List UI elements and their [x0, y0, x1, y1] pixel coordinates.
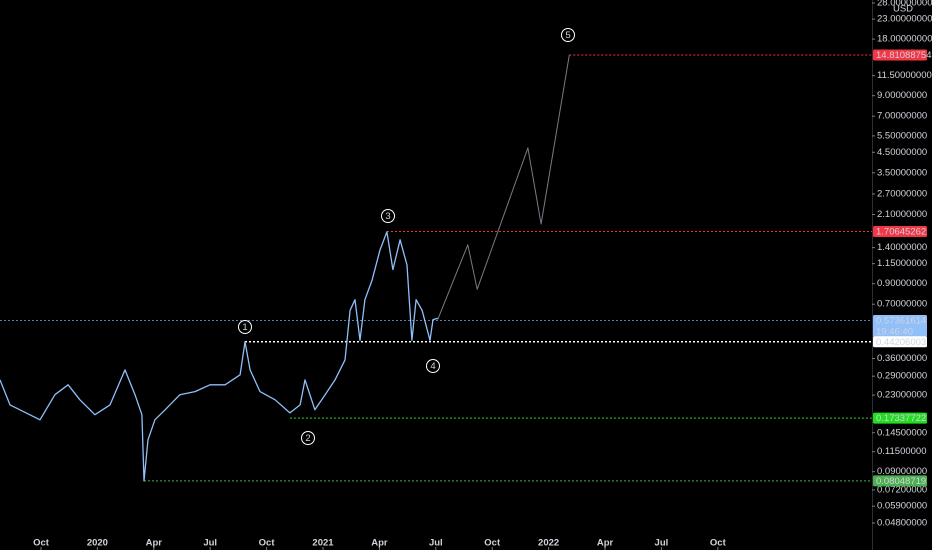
- x-tick-label: Apr: [371, 538, 388, 549]
- x-tick-label: Jul: [429, 538, 443, 549]
- wave-label: 4: [430, 361, 435, 372]
- y-tick-label: 11.50000000: [877, 70, 932, 81]
- x-tick-label: Apr: [146, 538, 163, 549]
- price-badge-label: 0.08048719: [876, 476, 926, 487]
- wave-marker: [381, 209, 395, 223]
- price-badge-label: 0.44206003: [876, 337, 926, 348]
- price-badge-label: 0.17337722: [876, 413, 926, 424]
- price-badge: [873, 412, 927, 424]
- x-tick-label: 2021: [312, 538, 334, 549]
- y-tick-label: 1.15000000: [877, 258, 927, 269]
- x-tick-label: Oct: [710, 538, 727, 549]
- wave-label: 1: [242, 322, 247, 333]
- y-tick-label: 0.05900000: [877, 501, 927, 512]
- y-tick-label: 0.14500000: [877, 427, 927, 438]
- countdown-label: 19:46:40: [876, 326, 913, 337]
- y-tick-label: 0.07200000: [877, 484, 927, 495]
- x-tick-label: Oct: [484, 538, 501, 549]
- y-tick-label: 9.00000000: [877, 90, 927, 101]
- projection-line: [437, 54, 570, 320]
- y-tick-label: 4.50000000: [877, 147, 927, 158]
- y-tick-label: 18.00000000: [877, 34, 932, 45]
- x-tick-label: 2020: [87, 538, 108, 549]
- wave-label: 3: [385, 211, 390, 222]
- x-tick-label: Oct: [259, 538, 276, 549]
- y-tick-label: 7.00000000: [877, 111, 927, 122]
- price-badge-label: 0.57361614: [876, 315, 926, 326]
- price-badge: [873, 336, 927, 348]
- wave-marker: [301, 431, 315, 445]
- wave-marker: [238, 320, 252, 334]
- x-tick-label: Jul: [655, 538, 669, 549]
- y-tick-label: 0.70000000: [877, 299, 927, 310]
- y-tick-label: 0.90000000: [877, 278, 927, 289]
- y-tick-label: 0.11500000: [877, 446, 927, 457]
- wave-label: 2: [305, 433, 310, 444]
- y-tick-label: 3.50000000: [877, 167, 927, 178]
- y-tick-label: 0.29000000: [877, 371, 927, 382]
- price-badge: [873, 475, 927, 487]
- x-tick-label: Oct: [33, 538, 50, 549]
- x-tick-label: 2022: [538, 538, 559, 549]
- y-tick-label: 23.00000000: [877, 14, 932, 25]
- price-badge: [873, 49, 927, 61]
- y-tick-label: 2.70000000: [877, 189, 927, 200]
- y-tick-label: 0.36000000: [877, 353, 927, 364]
- price-line: [0, 231, 439, 482]
- x-tick-label: Jul: [203, 538, 217, 549]
- y-tick-label: 1.40000000: [877, 242, 927, 253]
- y-tick-label: 0.04800000: [877, 518, 927, 529]
- y-tick-label: 5.50000000: [877, 130, 927, 141]
- wave-marker: [426, 359, 440, 373]
- currency-label: USD: [893, 4, 913, 15]
- price-badge: [873, 225, 927, 237]
- y-tick-label: 28.00000000: [877, 0, 932, 9]
- wave-marker: [561, 28, 575, 42]
- x-tick-label: Apr: [597, 538, 614, 549]
- y-tick-label: 0.09000000: [877, 466, 927, 477]
- wave-label: 5: [565, 30, 570, 41]
- y-tick-label: 2.10000000: [877, 209, 927, 220]
- price-badge: [873, 314, 927, 337]
- price-badge-label: 14.81088754: [876, 50, 931, 61]
- price-badge-label: 1.70645262: [876, 226, 926, 237]
- y-tick-label: 0.23000000: [877, 390, 927, 401]
